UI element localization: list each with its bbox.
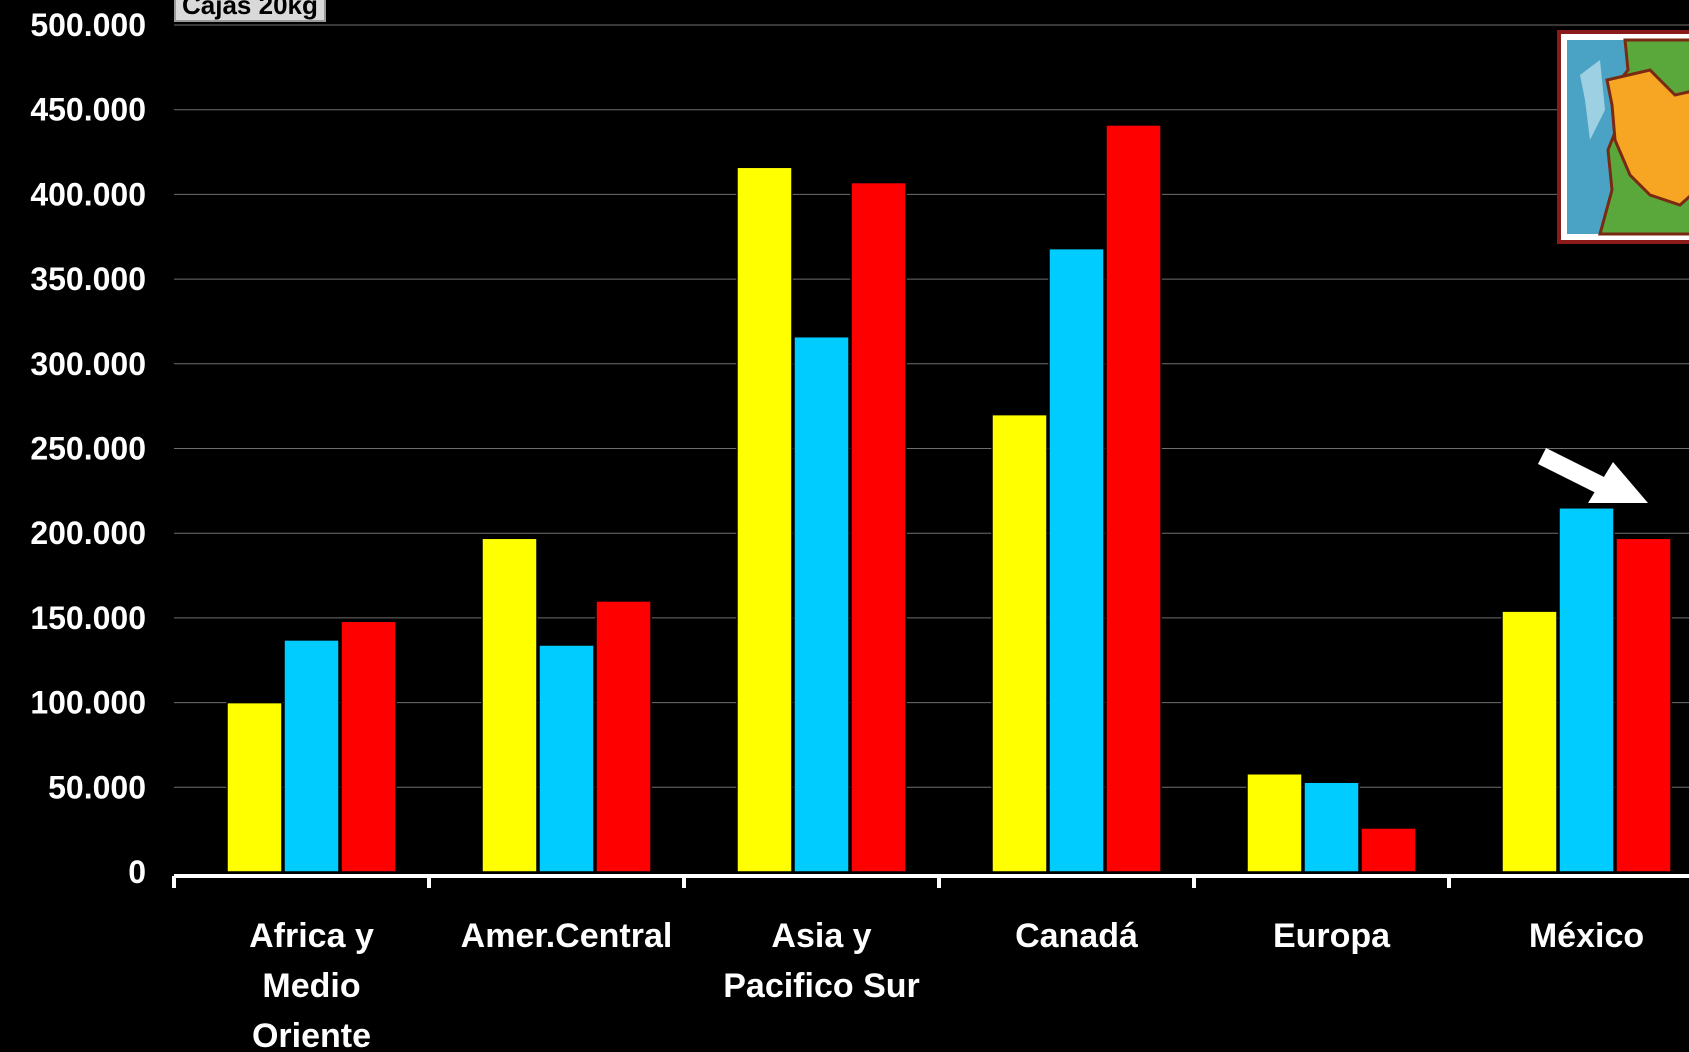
bar bbox=[1558, 507, 1615, 873]
bar bbox=[1303, 781, 1360, 873]
y-tick-label: 0 bbox=[128, 854, 146, 890]
x-tick-label-line: Europa bbox=[1273, 917, 1391, 955]
bar bbox=[1048, 247, 1105, 873]
y-tick-label: 250.000 bbox=[30, 431, 146, 467]
x-tick-label-line: Oriente bbox=[252, 1017, 371, 1052]
y-tick-label: 100.000 bbox=[30, 685, 146, 721]
bar bbox=[538, 644, 595, 873]
y-tick-label: 450.000 bbox=[30, 92, 146, 128]
unit-label: Cajas 20kg bbox=[174, 0, 326, 22]
bar bbox=[1360, 827, 1417, 873]
x-tick-label: Asia y Pacifico Sur bbox=[723, 917, 920, 1005]
bars bbox=[226, 124, 1672, 873]
bar bbox=[736, 166, 793, 873]
x-tick-label-line: Medio bbox=[262, 967, 360, 1005]
bar bbox=[595, 600, 652, 873]
y-axis-ticks: 0 50.000 100.000 150.000 200.000 250.000 300.0… bbox=[30, 7, 146, 890]
bar bbox=[850, 181, 907, 873]
x-tick-label: México bbox=[1529, 917, 1644, 955]
x-axis-labels: Africa y Medio Oriente Amer.Central Asia y Pa… bbox=[249, 917, 1644, 1052]
bar bbox=[481, 537, 538, 873]
x-tick-label-line: México bbox=[1529, 917, 1644, 955]
y-tick-label: 500.000 bbox=[30, 7, 146, 43]
bar bbox=[283, 639, 340, 873]
x-axis bbox=[172, 874, 1689, 888]
map-thumbnail bbox=[1557, 30, 1689, 244]
bar bbox=[1615, 537, 1672, 873]
y-tick-label: 400.000 bbox=[30, 176, 146, 212]
x-tick-label-line: Amer.Central bbox=[461, 917, 673, 955]
y-tick-label: 200.000 bbox=[30, 515, 146, 551]
y-tick-label: 50.000 bbox=[48, 769, 146, 805]
gridlines bbox=[174, 24, 1689, 788]
x-tick-label-line: Canadá bbox=[1015, 917, 1138, 955]
x-tick-label: Europa bbox=[1273, 917, 1391, 955]
x-tick-label: Amer.Central bbox=[461, 917, 673, 955]
pointer-arrow-icon bbox=[1537, 447, 1648, 503]
x-tick-label-line: Pacifico Sur bbox=[723, 967, 920, 1005]
bar bbox=[340, 620, 397, 873]
bar bbox=[991, 413, 1048, 873]
x-tick-label-line: Africa y bbox=[249, 917, 374, 955]
y-tick-label: 150.000 bbox=[30, 600, 146, 636]
x-tick-label-line: Asia y bbox=[771, 917, 871, 955]
y-tick-label: 300.000 bbox=[30, 346, 146, 382]
x-tick-label: Africa y Medio Oriente bbox=[249, 917, 374, 1052]
x-tick-label: Canadá bbox=[1015, 917, 1138, 955]
bar bbox=[1246, 772, 1303, 873]
bar bbox=[1105, 124, 1162, 873]
bar bbox=[1501, 610, 1558, 873]
bar bbox=[226, 701, 283, 873]
y-tick-label: 350.000 bbox=[30, 261, 146, 297]
bar bbox=[793, 335, 850, 873]
